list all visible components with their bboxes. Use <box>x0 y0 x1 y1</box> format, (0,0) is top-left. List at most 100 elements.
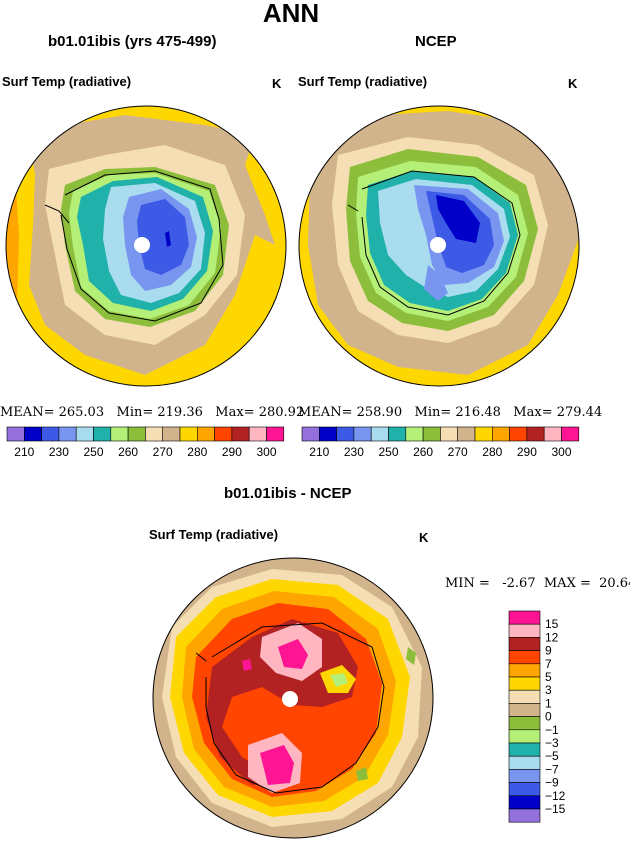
left-colorbar-swatch <box>93 426 112 442</box>
left-colorbar-tick-label: 260 <box>118 445 138 459</box>
diff-polar-map <box>152 557 434 839</box>
left-colorbar-swatch <box>75 426 94 442</box>
right-min-label: Min= <box>414 405 452 420</box>
right-colorbar-swatch <box>353 426 372 442</box>
right-colorbar-tick-label: 210 <box>309 445 329 459</box>
left-colorbar-swatch <box>145 426 163 442</box>
diff-colorbar-tick-label: 1 <box>545 696 552 710</box>
diff-colorbar-tick-label: −9 <box>545 776 559 790</box>
diff-colorbar-swatch <box>508 742 541 757</box>
right-min-value: 216.48 <box>455 405 501 420</box>
diff-colorbar-swatch <box>508 637 541 651</box>
right-colorbar-swatch <box>336 426 355 442</box>
left-colorbar-swatch <box>162 426 181 442</box>
diff-stats-line: MIN = -2.67 MAX = 20.64 <box>445 576 630 591</box>
left-colorbar-swatch <box>6 426 25 442</box>
diff-colorbar-tick-label: −5 <box>545 749 559 763</box>
left-colorbar-swatch <box>197 426 215 442</box>
right-max-label: Max= <box>513 405 553 420</box>
right-colorbar-swatch <box>561 426 580 442</box>
diff-colorbar-tick-label: 7 <box>545 657 552 671</box>
diff-colorbar-tick-label: 15 <box>545 617 559 631</box>
diff-max-value: 20.64 <box>599 576 630 591</box>
left-colorbar-swatch <box>214 426 233 442</box>
left-mean-value: 265.03 <box>58 405 105 420</box>
left-colorbar-tick-label: 250 <box>83 445 103 459</box>
diff-colorbar-swatch <box>508 650 541 665</box>
diff-colorbar-tick-label: −3 <box>545 736 559 750</box>
right-polar-map <box>298 105 580 387</box>
left-polar-map <box>5 105 287 387</box>
diff-panel-title: b01.01ibis - NCEP <box>224 485 352 502</box>
right-panel-title: NCEP <box>415 33 457 50</box>
page-title: ANN <box>262 0 320 28</box>
left-colorbar-swatch <box>248 426 267 442</box>
left-mean-label: MEAN= <box>0 405 55 420</box>
right-colorbar-tick-label: 270 <box>448 445 468 459</box>
left-colorbar-tick-label: 270 <box>153 445 173 459</box>
right-colorbar-swatch <box>492 426 510 442</box>
left-panel-title: b01.01ibis (yrs 475-499) <box>48 33 217 50</box>
left-colorbar-swatch <box>110 426 129 442</box>
left-colorbar-swatch <box>179 426 198 442</box>
right-colorbar-swatch <box>509 426 528 442</box>
left-colorbar: 210 230 250 260 270 280 290 300 <box>6 426 285 459</box>
left-colorbar-swatch <box>58 426 77 442</box>
right-colorbar-swatch <box>301 426 320 442</box>
right-colorbar-swatch <box>318 426 337 442</box>
left-colorbar-swatch <box>231 426 250 442</box>
right-colorbar-tick-label: 250 <box>378 445 398 459</box>
diff-colorbar-swatch <box>508 610 541 625</box>
diff-colorbar-swatch <box>508 782 541 797</box>
diff-colorbar-swatch <box>508 808 541 823</box>
left-colorbar-swatch <box>127 426 146 442</box>
diff-colorbar-swatch <box>508 663 541 678</box>
diff-colorbar-tick-label: 0 <box>545 710 552 724</box>
diff-colorbar-swatch <box>508 703 541 717</box>
diff-colorbar-tick-label: −15 <box>545 802 566 816</box>
diff-colorbar-tick-label: −12 <box>545 789 566 803</box>
left-units-label: K <box>272 76 282 91</box>
left-variable-label: Surf Temp (radiative) <box>2 74 132 89</box>
right-mean-value: 258.90 <box>356 405 403 420</box>
right-colorbar-swatch <box>543 426 562 442</box>
right-colorbar-swatch <box>440 426 458 442</box>
diff-colorbar-tick-label: −7 <box>545 762 559 776</box>
right-colorbar-tick-label: 260 <box>413 445 433 459</box>
right-max-value: 279.44 <box>556 405 603 420</box>
diff-colorbar-swatch <box>508 623 541 638</box>
diff-colorbar-swatch <box>508 769 541 783</box>
diff-colorbar-swatch <box>508 689 541 704</box>
left-colorbar-tick-label: 230 <box>49 445 69 459</box>
diff-colorbar-tick-label: −1 <box>545 723 559 737</box>
right-colorbar-swatch <box>388 426 407 442</box>
right-units-label: K <box>568 76 578 91</box>
right-stats-line: MEAN= 258.90 Min= 216.48 Max= 279.44 <box>298 405 602 420</box>
right-mean-label: MEAN= <box>298 405 353 420</box>
right-colorbar-swatch <box>422 426 441 442</box>
right-colorbar-swatch <box>457 426 476 442</box>
left-colorbar-swatch <box>41 426 60 442</box>
left-max-value: 280.92 <box>258 405 305 420</box>
right-variable-label: Surf Temp (radiative) <box>298 74 428 89</box>
left-colorbar-swatch <box>23 426 42 442</box>
left-colorbar-tick-label: 210 <box>14 445 34 459</box>
left-colorbar-tick-label: 280 <box>187 445 207 459</box>
left-colorbar-tick-label: 290 <box>222 445 242 459</box>
diff-min-value: -2.67 <box>502 576 536 591</box>
diff-colorbar-swatch <box>508 729 541 744</box>
right-colorbar-tick-label: 300 <box>551 445 571 459</box>
right-colorbar-swatch <box>474 426 493 442</box>
diff-colorbar-swatch <box>508 795 541 810</box>
diff-colorbar-tick-label: 3 <box>545 683 552 697</box>
diff-colorbar-swatch <box>508 676 541 691</box>
diff-units-label: K <box>419 530 429 545</box>
diff-colorbar-swatch <box>508 716 541 731</box>
left-colorbar-swatch <box>266 426 285 442</box>
right-colorbar-tick-label: 230 <box>344 445 364 459</box>
right-colorbar: 210 230 250 260 270 280 290 300 <box>301 426 580 459</box>
left-min-label: Min= <box>116 405 154 420</box>
left-colorbar-tick-label: 300 <box>256 445 276 459</box>
diff-colorbar-tick-label: 12 <box>545 630 559 644</box>
diff-max-label: MAX = <box>543 576 591 591</box>
